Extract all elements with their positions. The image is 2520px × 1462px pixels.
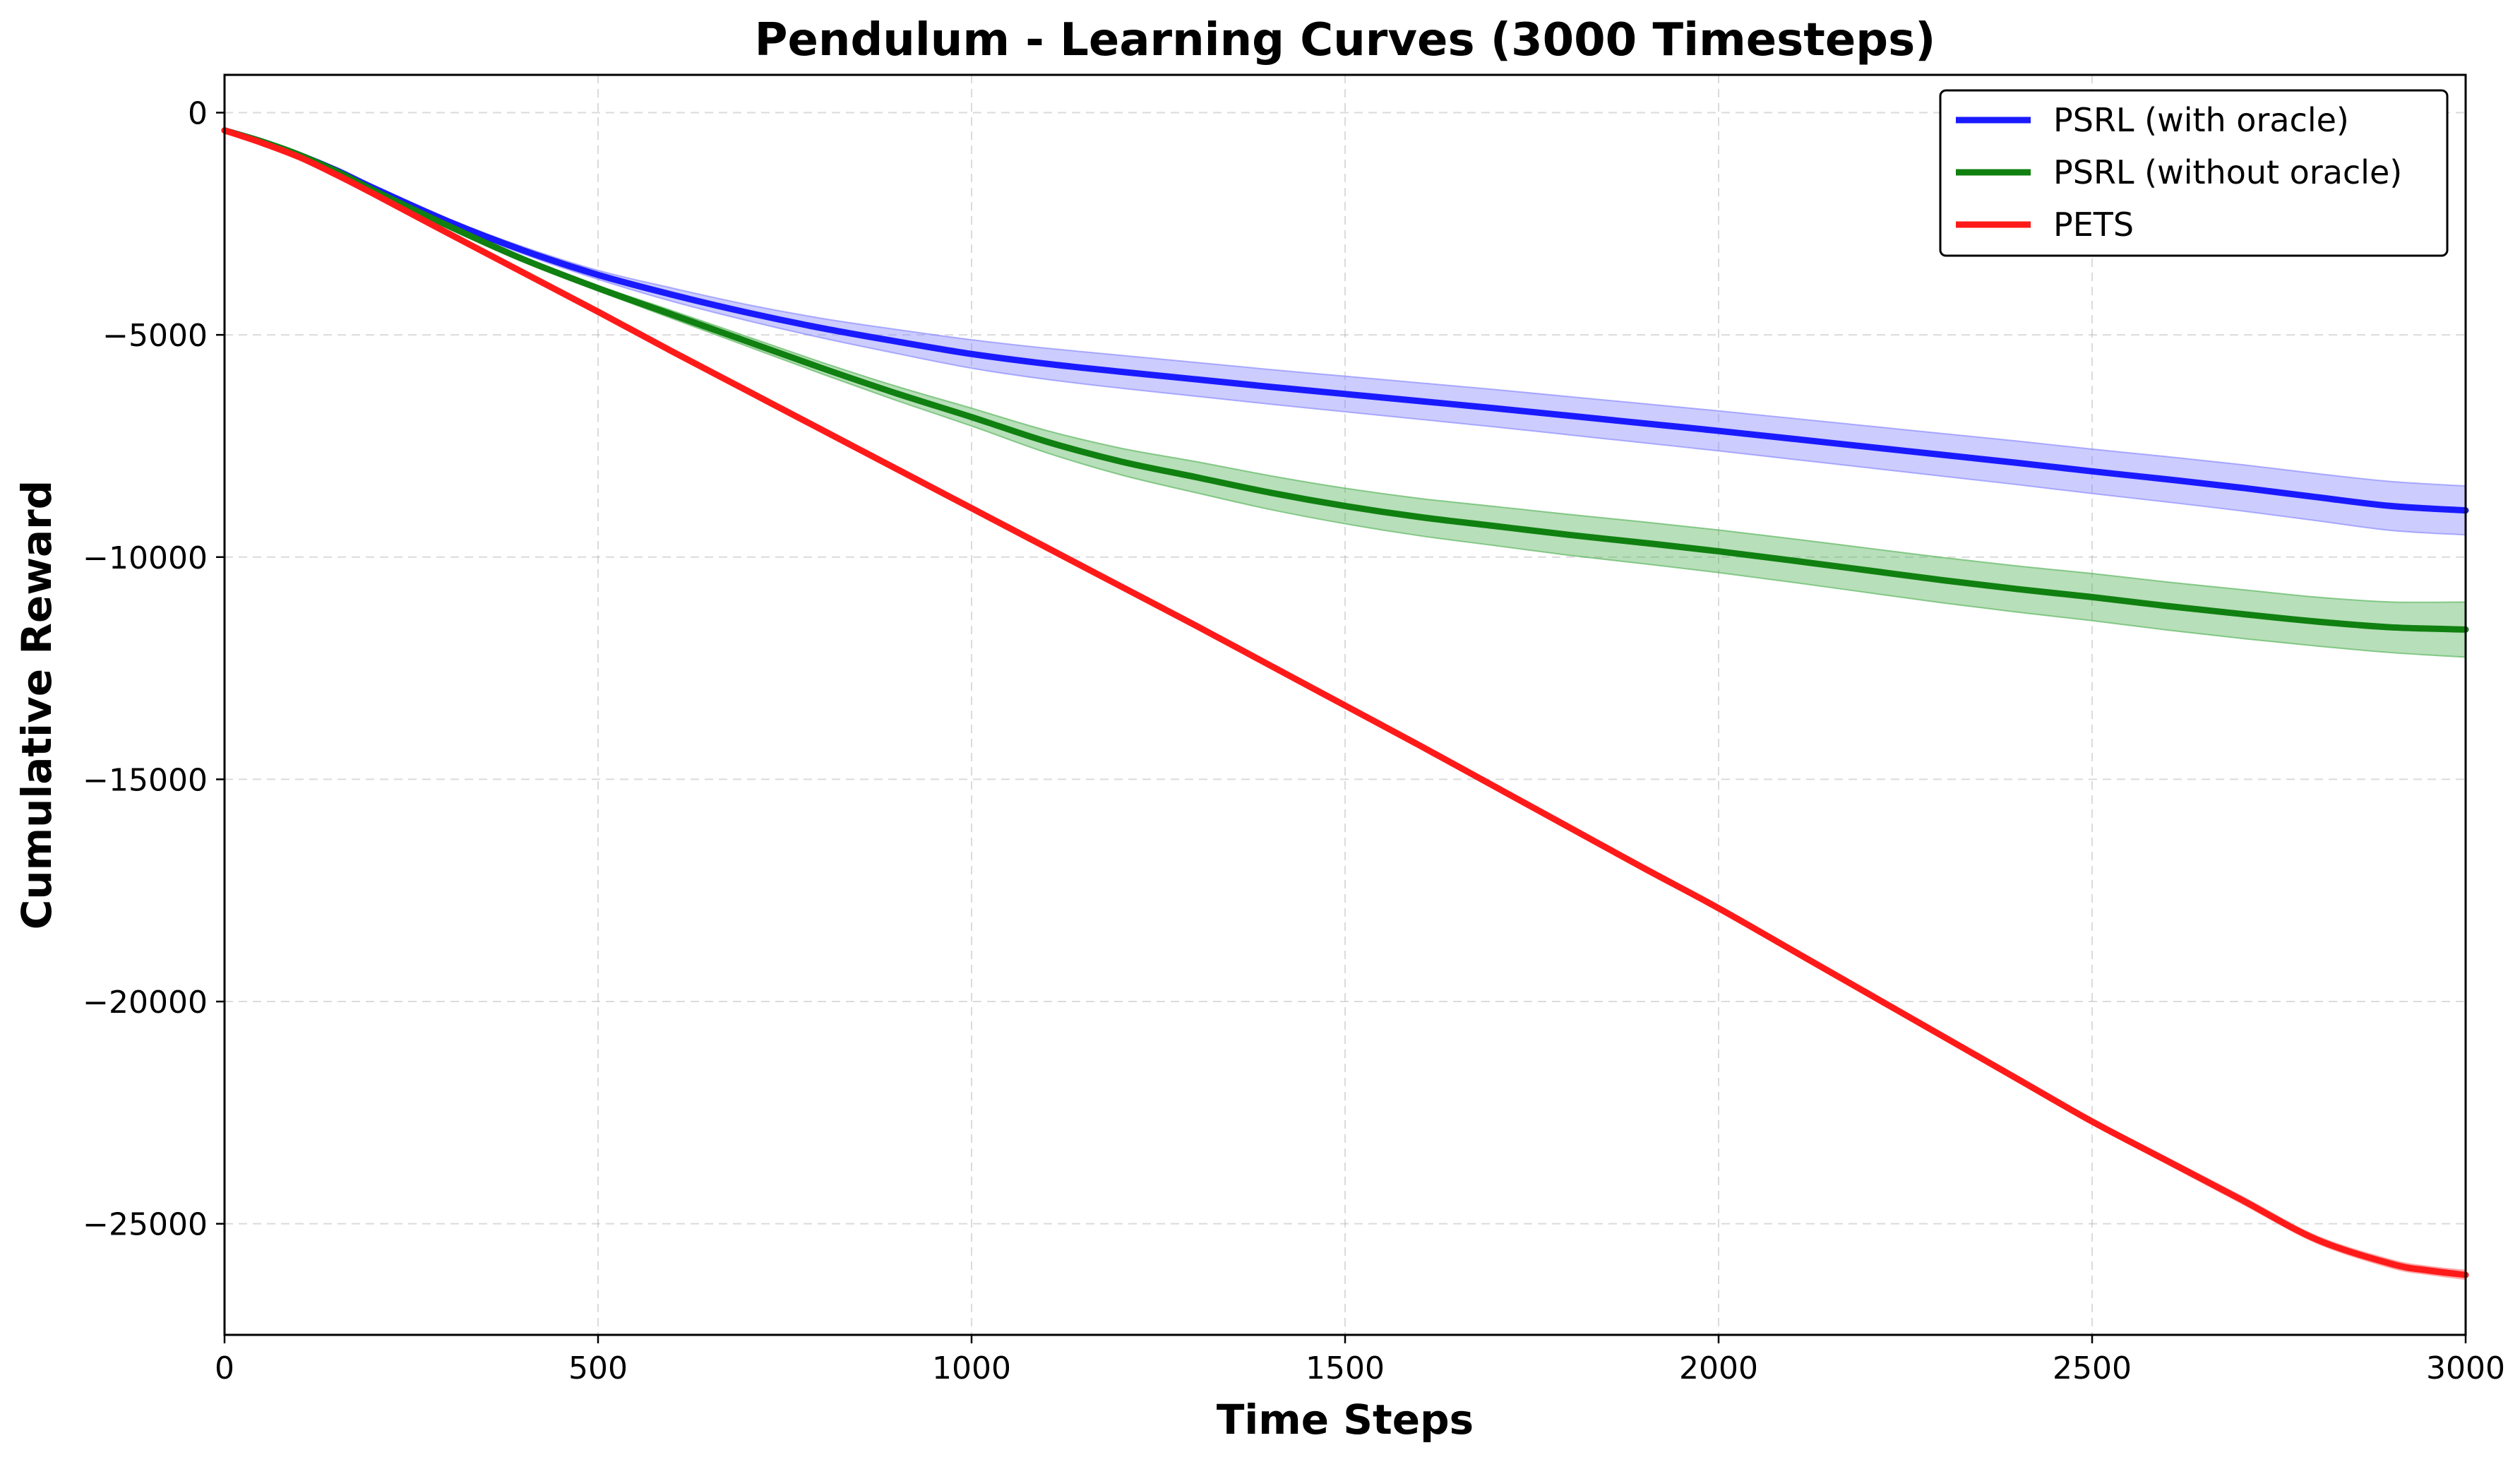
legend-label-2: PETS [2053,206,2134,244]
y-tick-label: 0 [188,95,208,131]
y-tick-label: −20000 [83,985,208,1021]
chart-legend: PSRL (with oracle) PSRL (without oracle) P… [1939,89,2449,257]
chart-title: Pendulum - Learning Curves (3000 Timeste… [755,14,1936,66]
y-tick-label: −15000 [83,762,208,798]
x-tick-label: 500 [568,1350,628,1386]
series-line-0 [221,127,2469,514]
y-axis-label: Cumulative Reward [13,480,61,929]
legend-box [1939,89,2449,257]
x-tick-label: 2500 [2053,1350,2132,1386]
series-lines [221,127,2469,1278]
x-tick-label: 0 [215,1350,234,1386]
y-tick-label: −5000 [102,318,208,354]
x-tick-label: 2000 [1679,1350,1758,1386]
x-tick-label: 1000 [932,1350,1011,1386]
series-line-1 [221,127,2469,633]
x-tick-label: 3000 [2426,1350,2505,1386]
series-line-2 [221,127,2469,1278]
legend-label-1: PSRL (without oracle) [2053,153,2402,191]
x-axis-ticks: 0 500 1000 1500 2000 2500 3000 [215,1335,2505,1386]
y-tick-label: −25000 [83,1207,208,1243]
y-axis-ticks: 0 −5000 −10000 −15000 −20000 −25000 [83,95,225,1243]
x-tick-label: 1500 [1306,1350,1385,1386]
x-axis-label: Time Steps [1217,1396,1474,1444]
y-tick-label: −10000 [83,540,208,576]
legend-label-0: PSRL (with oracle) [2053,101,2349,139]
